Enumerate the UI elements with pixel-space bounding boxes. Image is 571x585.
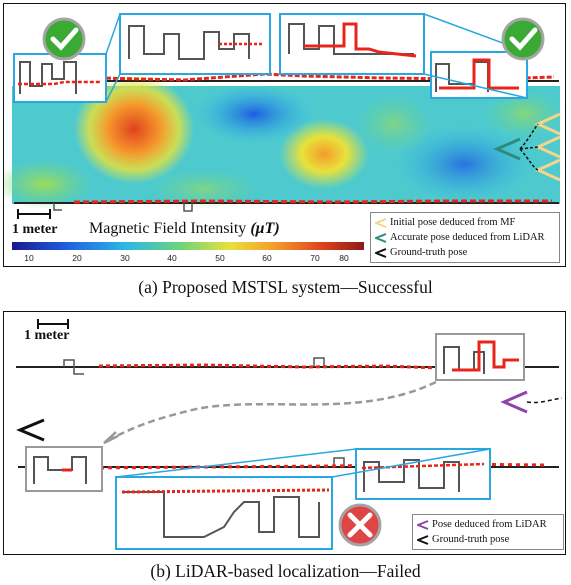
panel-b-lidar: 1 meter Pose deduced from LiDAR Ground-t… [3,311,566,555]
colorbar-tick: 50 [215,253,225,263]
colorbar-tick: 40 [167,253,177,263]
panel-a-mstsl: 1 meter Magnetic Field Intensity (μT) 10… [3,3,566,267]
zoom-box-gray-2 [25,446,103,492]
legend-item: Initial pose deduced from MF [375,215,555,230]
triangle-icon [375,232,387,243]
legend-item: Ground-truth pose [375,245,555,260]
caption-a: (a) Proposed MSTSL system—Successful [138,277,433,297]
cross-icon [338,503,382,547]
zoom-box-3 [279,13,425,75]
lidar-pose-triangle [500,390,563,414]
legend-item: Ground-truth pose [417,532,559,547]
zoom-box-4 [430,51,528,99]
scale-label-a: 1 meter [12,222,58,237]
ground-truth-triangle [16,418,45,442]
legend-item: Pose deduced from LiDAR [417,517,559,532]
panel-a-figure [4,13,564,250]
triangle-icon [375,217,387,228]
checkmark-icon [42,17,86,61]
scale-bar-b [37,319,69,329]
triangle-icon [417,534,429,545]
legend-item: Accurate pose deduced from LiDAR [375,230,555,245]
colorbar-tick: 70 [310,253,320,263]
magnetic-field-heatmap [4,74,564,209]
legend-a: Initial pose deduced from MF Accurate po… [370,212,560,263]
checkmark-icon [501,17,545,61]
zoom-box-blue-large [115,476,333,550]
colorbar-title: Magnetic Field Intensity (μT) [89,220,280,237]
colorbar-tick: 10 [24,253,34,263]
zoom-box-gray-1 [435,333,525,381]
colorbar [12,242,364,250]
estimated-trajectory-bottom [73,199,552,204]
relocation-arrow [103,380,437,445]
lidar-trajectory-top [98,363,440,370]
accurate-pose-triangle [493,123,539,171]
colorbar-tick: 20 [72,253,82,263]
scale-bar-a [17,209,51,219]
colorbar-tick: 80 [339,253,349,263]
scale-label-b: 1 meter [24,328,70,343]
triangle-icon [417,519,429,530]
colorbar-tick: 60 [262,253,272,263]
colorbar-tick: 30 [120,253,130,263]
caption-b: (b) LiDAR-based localization—Failed [150,561,421,581]
legend-b: Pose deduced from LiDAR Ground-truth pos… [412,514,564,550]
zoom-box-blue-small [355,448,491,500]
ground-truth-map-line-bottom [14,202,559,212]
zoom-box-2 [119,13,271,75]
zoom-box-1 [13,53,107,103]
panel-b-figure [16,319,563,550]
triangle-icon [375,247,387,258]
